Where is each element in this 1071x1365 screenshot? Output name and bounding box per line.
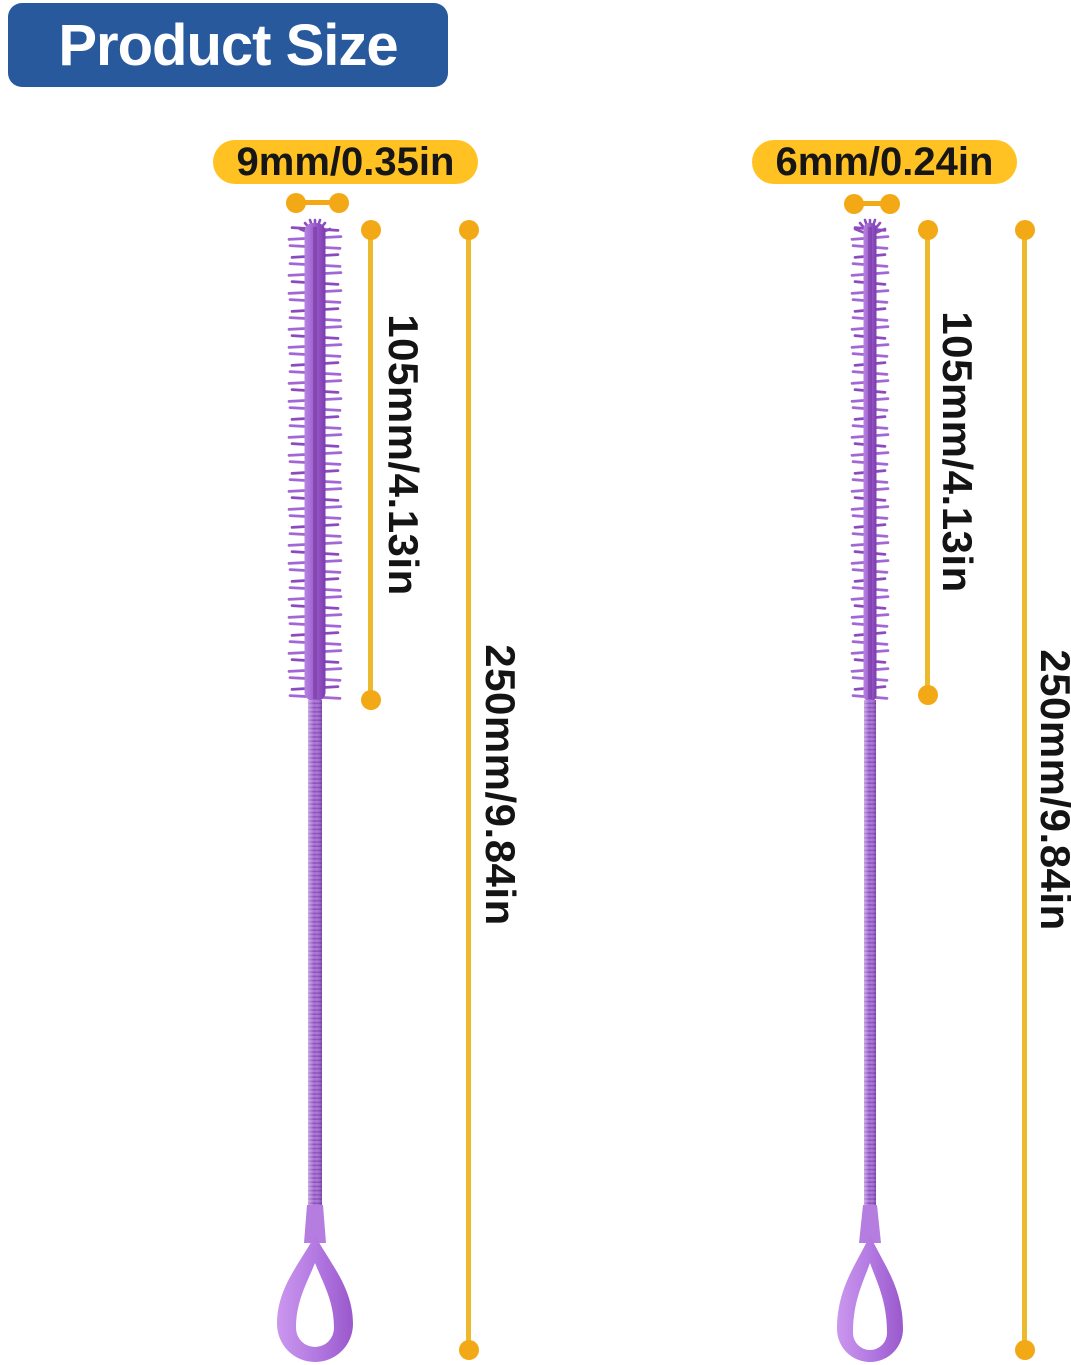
dimension-dot bbox=[361, 690, 381, 710]
diameter-badge-6mm: 6mm/0.24in bbox=[752, 140, 1017, 184]
width-dimension-line bbox=[854, 201, 890, 206]
diameter-label: 9mm/0.35in bbox=[236, 139, 455, 184]
brush-length-dimension-label: 105mm/4.13in bbox=[934, 311, 981, 593]
diameter-badge-9mm: 9mm/0.35in bbox=[213, 140, 478, 184]
total-length-dimension-label: 250mm/9.84in bbox=[477, 644, 524, 926]
width-dimension-line bbox=[296, 200, 339, 205]
dimension-dot bbox=[361, 220, 381, 240]
dimension-dot bbox=[459, 1340, 479, 1360]
total-length-dimension-label: 250mm/9.84in bbox=[1032, 649, 1071, 931]
dimension-dot bbox=[1015, 220, 1035, 240]
page-title: Product Size bbox=[58, 12, 398, 78]
brush-length-dimension-line bbox=[925, 230, 930, 695]
brush-length-dimension-label: 105mm/4.13in bbox=[380, 314, 427, 596]
dimension-dot bbox=[918, 220, 938, 240]
total-length-dimension-line bbox=[1022, 230, 1027, 1350]
diameter-label: 6mm/0.24in bbox=[775, 139, 994, 184]
title-badge: Product Size bbox=[8, 3, 448, 87]
dimension-dot bbox=[918, 685, 938, 705]
dimension-dot bbox=[844, 194, 864, 214]
dimension-dot bbox=[880, 194, 900, 214]
dimension-dot bbox=[329, 193, 349, 213]
brush-illustration-6mm bbox=[837, 218, 903, 1362]
dimension-dot bbox=[459, 220, 479, 240]
dimension-dot bbox=[286, 193, 306, 213]
dimension-dot bbox=[1015, 1340, 1035, 1360]
brush-illustration-9mm bbox=[277, 218, 353, 1362]
total-length-dimension-line bbox=[466, 230, 471, 1350]
brush-length-dimension-line bbox=[368, 230, 373, 700]
